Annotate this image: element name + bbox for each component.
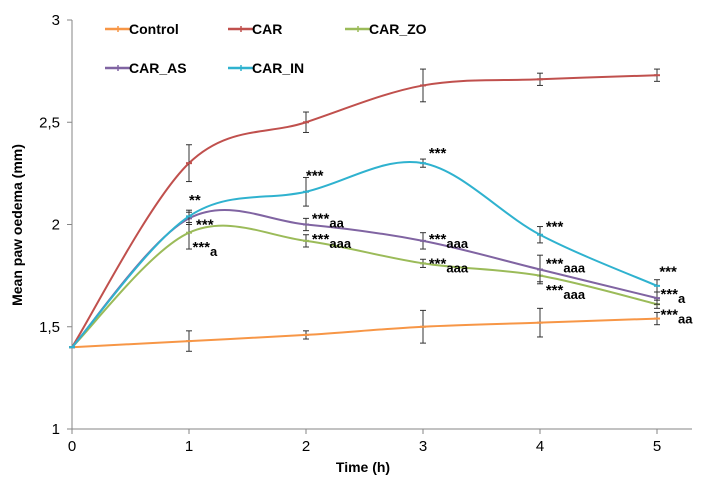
legend-label: CAR_AS (129, 60, 187, 76)
y-tick-label: 2 (52, 217, 60, 234)
series-line-car-in (71, 161, 658, 348)
series-control (69, 307, 660, 352)
x-tick-label: 5 (653, 438, 661, 455)
significance-label: ***aaa (312, 231, 352, 251)
legend-label: Control (129, 21, 179, 37)
significance-label: ***aaa (546, 255, 586, 275)
y-tick-label: 1,5 (39, 319, 60, 336)
series-car-in (69, 158, 660, 349)
series-line-control (71, 317, 658, 349)
x-tick-label: 4 (536, 438, 544, 455)
series-car-zo (69, 215, 660, 349)
significance-label: *** (429, 145, 447, 162)
significance-label: ***a (661, 286, 687, 306)
significance-label: ***a (193, 239, 219, 259)
series-line-car-zo (71, 224, 658, 348)
x-tick-label: 3 (419, 438, 427, 455)
legend-item-car-in: CAR_IN (228, 60, 304, 76)
series-line-car (71, 74, 658, 348)
legend-item-control: Control (105, 21, 179, 37)
y-tick-label: 2,5 (39, 114, 60, 131)
significance-label: ***aaa (429, 255, 469, 275)
legend: Control CAR CAR_ZO CAR_AS CAR_IN (105, 21, 427, 76)
legend-label: CAR_ZO (369, 21, 427, 37)
legend-item-car-as: CAR_AS (105, 60, 187, 76)
y-tick-label: 3 (52, 12, 60, 29)
legend-item-car: CAR (228, 21, 282, 37)
legend-label: CAR_IN (252, 60, 304, 76)
axes: 11,522,530 1 2 3 4 5 (39, 12, 692, 455)
significance-label: ***aaa (429, 231, 469, 251)
significance-label: ***aa (312, 210, 345, 230)
significance-label: ***aaa (546, 282, 586, 302)
legend-label: CAR (252, 21, 282, 37)
x-tick-label: 1 (185, 438, 193, 455)
significance-label: ***aa (661, 306, 694, 326)
series-car-as (69, 209, 660, 349)
significance-label: *** (306, 167, 324, 184)
annotation-layer: ********a******aa***aaa******aaa***aaa**… (189, 145, 693, 327)
significance-label: ** (189, 192, 201, 209)
y-axis-title: Mean paw oedema (mm) (9, 144, 25, 306)
significance-label: *** (196, 217, 214, 234)
series-car (69, 68, 660, 349)
legend-item-car-zo: CAR_ZO (345, 21, 427, 37)
significance-label: *** (546, 219, 564, 236)
y-tick-label: 1 (52, 421, 60, 438)
series-layer (69, 68, 660, 352)
significance-label: *** (659, 264, 677, 281)
x-axis-title: Time (h) (336, 459, 390, 475)
x-tick-label: 0 (68, 438, 76, 455)
x-tick-label: 2 (302, 438, 310, 455)
series-line-car-as (71, 209, 658, 348)
